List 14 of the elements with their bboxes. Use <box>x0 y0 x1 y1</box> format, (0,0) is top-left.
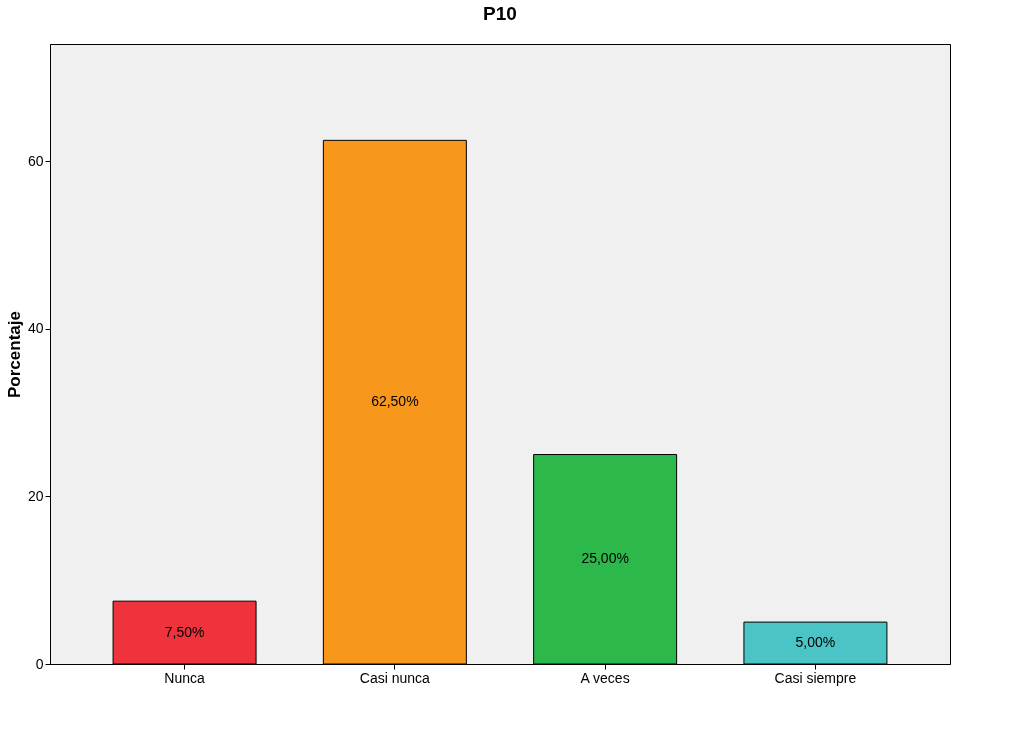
data-label: 25,00% <box>581 550 629 567</box>
data-label: 7,50% <box>164 623 205 640</box>
x-tick-label: Casi nunca <box>359 669 431 686</box>
y-tick-label: 0 <box>35 655 44 672</box>
data-label: 62,50% <box>371 393 419 410</box>
data-label: 5,00% <box>795 634 836 651</box>
y-axis-title: Porcentaje <box>4 311 24 398</box>
y-tick-label: 40 <box>27 320 44 337</box>
x-tick-label: Nunca <box>164 669 206 686</box>
x-tick-label: A veces <box>580 669 630 686</box>
y-tick-label: 60 <box>27 152 44 169</box>
chart-title: P10 <box>483 3 517 24</box>
y-tick-label: 20 <box>27 487 44 504</box>
x-tick-label: Casi siempre <box>774 669 857 686</box>
